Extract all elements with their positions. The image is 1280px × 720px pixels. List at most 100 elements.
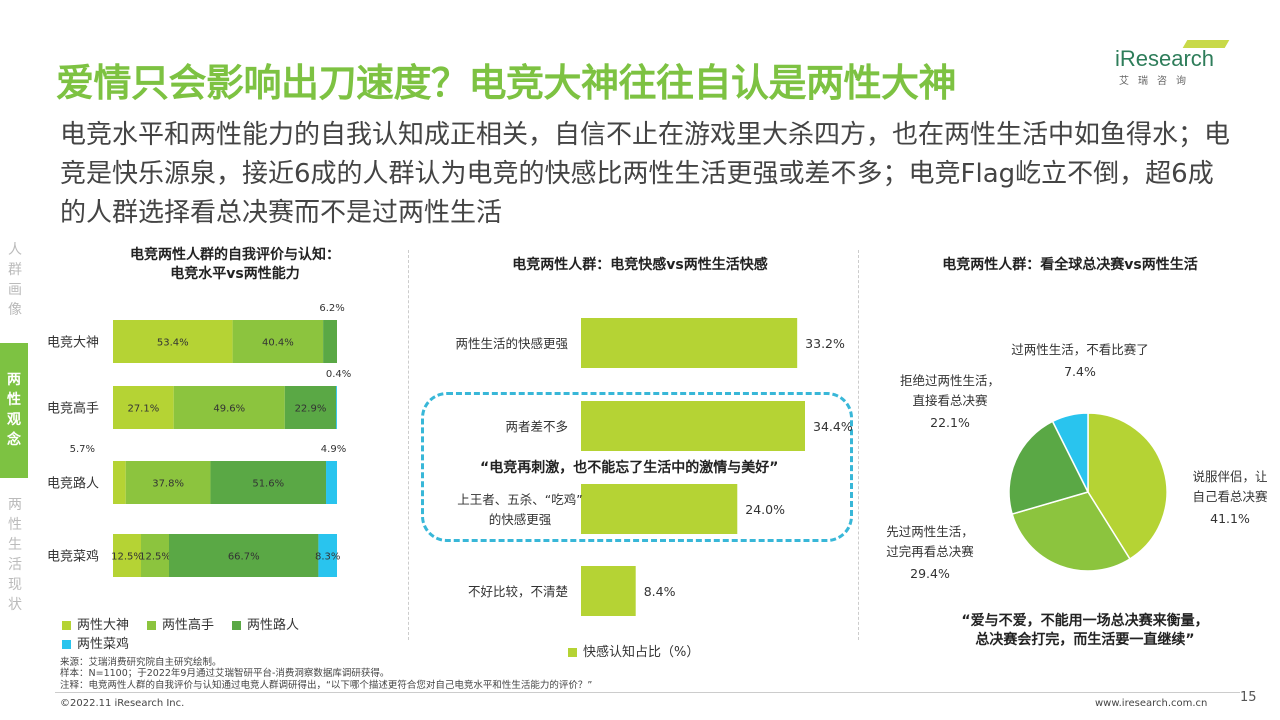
chart1-bar-segment bbox=[113, 534, 141, 577]
chart3-quote-line2: 总决赛会打完，而生活要一直继续” bbox=[975, 632, 1195, 648]
sidebar-section-active[interactable]: 两性观念 bbox=[0, 343, 28, 478]
chart2-bar bbox=[581, 566, 636, 616]
highlight-dashed-box bbox=[421, 392, 853, 542]
chart2-bar bbox=[581, 401, 805, 451]
chart3-title: 电竞两性人群：看全球总决赛vs两性生活 bbox=[942, 257, 1198, 273]
chart1-data-label: 4.9% bbox=[321, 444, 346, 455]
sidebar-char: 画 bbox=[8, 282, 22, 298]
page-number: 15 bbox=[1240, 690, 1257, 705]
horizontal-bar-chart: 33.2% 两性生活的快感更强 34.4% 两者差不多 24.0% 上王者、五杀、“吃鸡”… bbox=[455, 318, 853, 616]
chart1-bar-segment bbox=[210, 461, 327, 504]
sidebar-char: 两 bbox=[8, 497, 22, 513]
chart3-quote-line1: “爱与不爱，不能用一场总决赛来衡量， bbox=[961, 613, 1209, 629]
chart1-legend-swatch bbox=[147, 621, 157, 630]
pie-category-label: 过两性生活，不看比赛了 bbox=[1011, 342, 1149, 357]
chart1-legend-swatch bbox=[62, 621, 71, 630]
chart1-bar-segment bbox=[113, 461, 126, 504]
chart1-data-label: 8.3% bbox=[315, 552, 340, 563]
chart1-data-label: 66.7% bbox=[228, 552, 260, 563]
chart1-title-line1: 电竞两性人群的自我评价与认知： bbox=[130, 247, 340, 263]
footer-website[interactable]: www.iresearch.com.cn bbox=[1095, 698, 1208, 709]
chart1-bar-segment bbox=[326, 461, 337, 504]
chart1-legend-item: 两性大神 bbox=[62, 618, 129, 633]
footer-copyright: ©2022.11 iResearch Inc. bbox=[60, 698, 185, 709]
pie-data-label: 41.1% bbox=[1210, 511, 1250, 526]
pie-category-label: 先过两性生活， bbox=[886, 524, 974, 539]
footer-sample: 样本：N=1100；于2022年9月通过艾瑞智研平台-消费洞察数据库调研获得。 bbox=[60, 668, 390, 679]
chart1-category-label: 电竞路人 bbox=[47, 476, 99, 492]
chart1-legend-label: 两性大神 bbox=[77, 618, 130, 633]
chart1-bar-segment bbox=[232, 320, 324, 363]
pie-category-label: 过完再看总决赛 bbox=[886, 544, 974, 559]
chart1-data-label: 37.8% bbox=[152, 479, 184, 490]
chart2-bar bbox=[581, 318, 798, 368]
chart2-legend: 快感认知占比（%） bbox=[568, 641, 699, 660]
chart1-data-label: 49.6% bbox=[213, 404, 245, 415]
sidebar-char: 两 bbox=[7, 372, 21, 388]
chart1-bar-segment bbox=[336, 386, 337, 429]
footer-note: 注释：电竞两性人群的自我评价与认知通过电竞人群调研得出，“以下哪个描述更符合您对… bbox=[60, 680, 593, 691]
chart1-bar-segment bbox=[125, 461, 211, 504]
chart2-bar bbox=[581, 484, 738, 534]
chart2-category-label: 两者差不多 bbox=[505, 419, 568, 434]
sidebar-section-life[interactable]: 两性生活现状 bbox=[6, 495, 24, 615]
chart2-data-label: 34.4% bbox=[813, 419, 853, 434]
chart2-quote: “电竞再刺激，也不能忘了生活中的激情与美好” bbox=[480, 460, 779, 476]
chart2-category-label: 不好比较，不清楚 bbox=[468, 584, 569, 599]
pie-category-label: 说服伴侣，让 bbox=[1192, 469, 1267, 484]
footer-source: 来源：艾瑞消费研究院自主研究绘制。 bbox=[60, 657, 222, 668]
logo-text: iResearch bbox=[1115, 46, 1215, 71]
chart-divider-left bbox=[408, 250, 409, 640]
pie-category-label: 直接看总决赛 bbox=[912, 393, 988, 408]
chart-divider-right bbox=[858, 250, 859, 640]
stacked-bar-chart: 电竞大神 53.4% 40.4% 6.2% 电竞高手 27.1% 49.6% 22.9% 0.4… bbox=[47, 303, 351, 577]
chart2-category-label: 上王者、五杀、“吃鸡” bbox=[457, 492, 582, 507]
sidebar-section-portrait[interactable]: 人群画像 bbox=[6, 240, 24, 320]
chart1-title-line2: 电竞水平vs两性能力 bbox=[170, 266, 300, 282]
pie-slice bbox=[1008, 420, 1090, 515]
chart1-data-label: 22.9% bbox=[295, 404, 327, 415]
sidebar-label-portrait: 人群画像 bbox=[6, 240, 24, 320]
sidebar-char: 人 bbox=[8, 242, 22, 258]
sidebar-char: 活 bbox=[8, 557, 22, 573]
chart1-bar-segment bbox=[141, 534, 169, 577]
chart3-quote: “爱与不爱，不能用一场总决赛来衡量， 总决赛会打完，而生活要一直继续” bbox=[935, 612, 1235, 650]
chart1-category-label: 电竞大神 bbox=[47, 335, 99, 351]
chart1-legend-item: 两性高手 bbox=[147, 618, 214, 633]
sidebar-char: 现 bbox=[8, 577, 22, 593]
chart1-category-label: 电竞菜鸡 bbox=[47, 549, 99, 565]
pie-data-label: 29.4% bbox=[910, 566, 950, 581]
sidebar-char: 性 bbox=[7, 392, 21, 408]
chart2-category-label: 两性生活的快感更强 bbox=[455, 336, 568, 351]
chart1-bar-segment bbox=[113, 386, 174, 429]
pie-data-label: 22.1% bbox=[930, 415, 970, 430]
chart1-legend: 两性大神 两性高手 两性路人两性菜鸡 bbox=[62, 614, 402, 652]
chart1-data-label: 12.5% bbox=[111, 552, 143, 563]
chart1-legend-swatch bbox=[62, 640, 71, 649]
chart1-bar-segment bbox=[318, 534, 337, 577]
sidebar-label-active: 两性观念 bbox=[0, 343, 28, 450]
footer-rule bbox=[55, 692, 1240, 693]
chart1-category-label: 电竞高手 bbox=[47, 401, 99, 417]
chart1-legend-swatch bbox=[232, 621, 242, 630]
page-title: 爱情只会影响出刀速度？电竞大神往往自认是两性大神 bbox=[56, 61, 957, 105]
sidebar-char: 生 bbox=[8, 537, 22, 553]
pie-category-label: 拒绝过两性生活， bbox=[900, 373, 1000, 388]
chart2-title: 电竞两性人群：电竞快感vs两性生活快感 bbox=[512, 257, 768, 273]
chart1-data-label: 51.6% bbox=[252, 479, 284, 490]
pie-data-label: 7.4% bbox=[1064, 364, 1096, 379]
chart1-legend-item: 两性路人 bbox=[232, 618, 299, 633]
chart2-legend-swatch bbox=[568, 648, 577, 657]
sidebar-char: 状 bbox=[8, 597, 22, 613]
pie-slice bbox=[1051, 412, 1089, 493]
chart1-bar-segment bbox=[284, 386, 337, 429]
chart1-data-label: 27.1% bbox=[127, 404, 159, 415]
pie-category-label: 自己看总决赛 bbox=[1192, 489, 1268, 504]
chart1-legend-item: 两性菜鸡 bbox=[62, 637, 129, 652]
sidebar-char: 观 bbox=[7, 412, 21, 428]
chart1-data-label: 6.2% bbox=[319, 303, 344, 314]
chart1-bar-segment bbox=[173, 386, 285, 429]
chart1-title: 电竞两性人群的自我评价与认知： 电竞水平vs两性能力 bbox=[85, 246, 385, 284]
chart1-legend-label: 两性菜鸡 bbox=[77, 637, 130, 652]
